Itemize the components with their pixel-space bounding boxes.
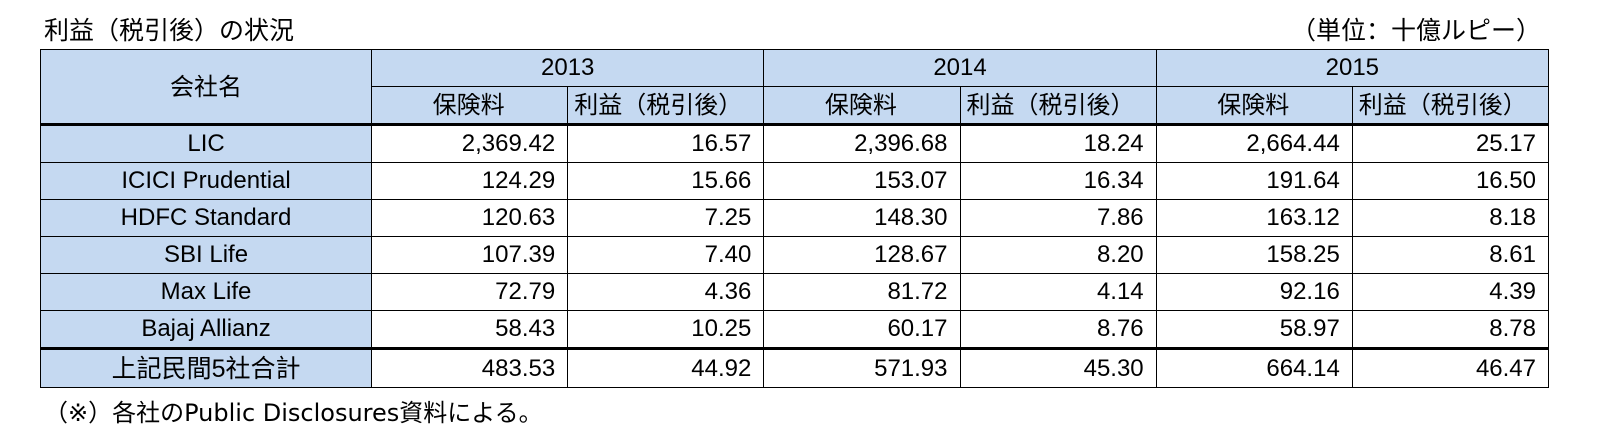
cell-value: 153.07 [763, 162, 961, 200]
cell-value: 158.25 [1155, 236, 1353, 274]
cell-value: 163.12 [1155, 199, 1353, 237]
cell-value: 4.14 [959, 273, 1157, 311]
premium-header: 保険料 [763, 86, 961, 125]
cell-value: 16.57 [567, 123, 765, 163]
profit-header: 利益（税引後） [1351, 86, 1550, 125]
cell-value: 8.20 [959, 236, 1157, 274]
table-row: Max Life 72.79 4.36 81.72 4.14 92.16 4.3… [39, 273, 1550, 311]
cell-value: 7.86 [959, 199, 1157, 237]
table-row: Bajaj Allianz 58.43 10.25 60.17 8.76 58.… [39, 310, 1550, 349]
company-header: 会社名 [39, 49, 373, 125]
total-value: 483.53 [371, 347, 569, 388]
cell-value: 2,396.68 [763, 123, 961, 163]
cell-value: 58.43 [371, 310, 569, 349]
cell-value: 58.97 [1155, 310, 1353, 349]
company-name: LIC [39, 123, 373, 163]
company-name: HDFC Standard [39, 199, 373, 237]
year-header-row: 会社名 2013 2014 2015 [39, 49, 1550, 125]
premium-header: 保険料 [371, 86, 569, 125]
table-title: 利益（税引後）の状況 [44, 16, 295, 45]
cell-value: 191.64 [1155, 162, 1353, 200]
cell-value: 2,369.42 [371, 123, 569, 163]
sub-header-row: 保険料 利益（税引後） 保険料 利益（税引後） 保険料 利益（税引後） [41, 86, 1550, 125]
cell-value: 60.17 [763, 310, 961, 349]
table-row: HDFC Standard 120.63 7.25 148.30 7.86 16… [39, 199, 1550, 237]
profit-header: 利益（税引後） [567, 86, 765, 125]
cell-value: 4.36 [567, 273, 765, 311]
total-value: 571.93 [763, 347, 961, 388]
cell-value: 124.29 [371, 162, 569, 200]
cell-value: 7.25 [567, 199, 765, 237]
cell-value: 72.79 [371, 273, 569, 311]
profit-header: 利益（税引後） [959, 86, 1157, 125]
company-name: Bajaj Allianz [39, 310, 373, 349]
total-value: 46.47 [1351, 347, 1550, 388]
cell-value: 16.34 [959, 162, 1157, 200]
year-header-2013: 2013 [371, 49, 765, 87]
cell-value: 15.66 [567, 162, 765, 200]
cell-value: 8.61 [1351, 236, 1550, 274]
source-note: （※）各社のPublic Disclosures資料による。 [44, 399, 543, 427]
company-name: ICICI Prudential [39, 162, 373, 200]
cell-value: 4.39 [1351, 273, 1550, 311]
cell-value: 25.17 [1351, 123, 1550, 163]
year-header-2015: 2015 [1155, 49, 1550, 87]
company-name: Max Life [39, 273, 373, 311]
cell-value: 107.39 [371, 236, 569, 274]
cell-value: 8.78 [1351, 310, 1550, 349]
total-value: 45.30 [959, 347, 1157, 388]
table-row: ICICI Prudential 124.29 15.66 153.07 16.… [39, 162, 1550, 200]
premium-header: 保険料 [1155, 86, 1353, 125]
table-row: LIC 2,369.42 16.57 2,396.68 18.24 2,664.… [39, 123, 1550, 163]
cell-value: 18.24 [959, 123, 1157, 163]
profit-table: 会社名 2013 2014 2015 保険料 利益（税引後） 保険料 利益（税引… [39, 49, 1550, 388]
total-value: 44.92 [567, 347, 765, 388]
cell-value: 16.50 [1351, 162, 1550, 200]
cell-value: 10.25 [567, 310, 765, 349]
cell-value: 120.63 [371, 199, 569, 237]
unit-label: （単位：十億ルピー） [1290, 16, 1541, 45]
cell-value: 148.30 [763, 199, 961, 237]
year-header-2014: 2014 [763, 49, 1157, 87]
cell-value: 92.16 [1155, 273, 1353, 311]
total-row: 上記民間5社合計 483.53 44.92 571.93 45.30 664.1… [39, 347, 1550, 388]
company-name: SBI Life [39, 236, 373, 274]
cell-value: 8.18 [1351, 199, 1550, 237]
table-row: SBI Life 107.39 7.40 128.67 8.20 158.25 … [39, 236, 1550, 274]
cell-value: 2,664.44 [1155, 123, 1353, 163]
cell-value: 8.76 [959, 310, 1157, 349]
cell-value: 7.40 [567, 236, 765, 274]
total-value: 664.14 [1155, 347, 1353, 388]
cell-value: 128.67 [763, 236, 961, 274]
cell-value: 81.72 [763, 273, 961, 311]
total-label: 上記民間5社合計 [39, 347, 373, 388]
